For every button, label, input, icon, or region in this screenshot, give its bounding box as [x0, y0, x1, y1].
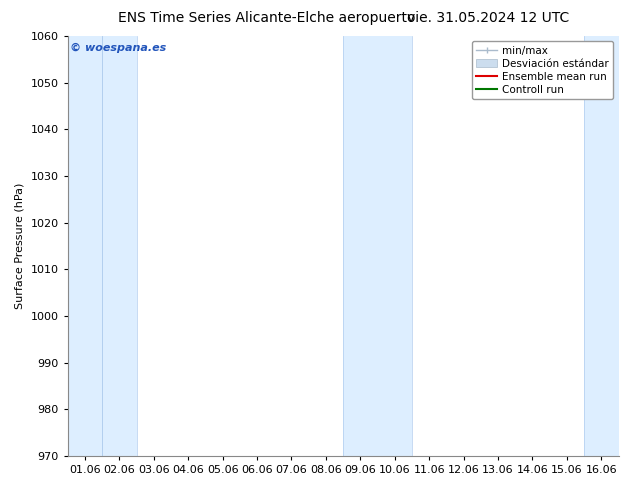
Text: vie. 31.05.2024 12 UTC: vie. 31.05.2024 12 UTC [407, 11, 569, 25]
Bar [102, 36, 136, 456]
Text: ENS Time Series Alicante-Elche aeropuerto: ENS Time Series Alicante-Elche aeropuert… [117, 11, 415, 25]
Text: © woespana.es: © woespana.es [70, 43, 167, 52]
Legend: min/max, Desviación estándar, Ensemble mean run, Controll run: min/max, Desviación estándar, Ensemble m… [472, 41, 613, 99]
Bar [584, 36, 619, 456]
Bar [343, 36, 412, 456]
Bar [68, 36, 102, 456]
Y-axis label: Surface Pressure (hPa): Surface Pressure (hPa) [15, 183, 25, 309]
